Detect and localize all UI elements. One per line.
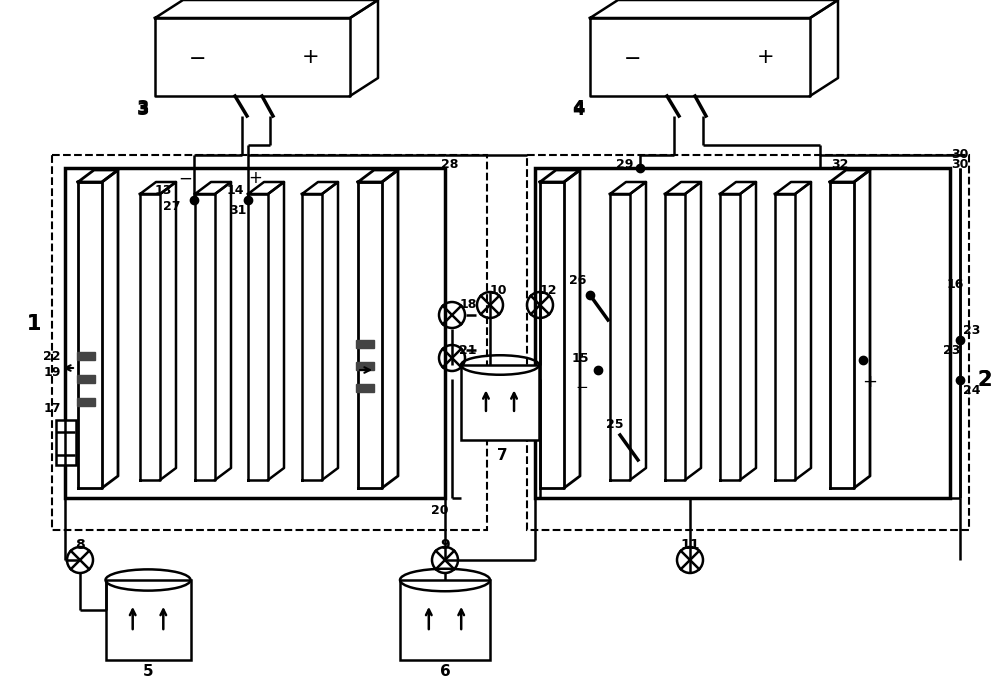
Text: 10: 10: [489, 284, 507, 296]
Bar: [535, 168, 950, 498]
Text: 15: 15: [571, 352, 589, 364]
Text: 8: 8: [75, 538, 85, 552]
Bar: [356, 340, 374, 348]
Text: $-$: $-$: [188, 47, 206, 67]
Text: $-$: $-$: [575, 377, 589, 393]
Text: $-$: $-$: [178, 169, 192, 187]
Text: 16: 16: [946, 278, 964, 291]
Text: 3: 3: [137, 101, 149, 119]
Text: 30: 30: [951, 159, 969, 171]
Bar: [461, 365, 539, 440]
Text: 2: 2: [978, 370, 992, 390]
Text: 12: 12: [539, 284, 557, 296]
Text: 3: 3: [137, 99, 149, 117]
Text: $+$: $+$: [248, 169, 262, 187]
Bar: [56, 420, 76, 465]
Text: 32: 32: [831, 159, 849, 171]
Text: 22: 22: [43, 350, 61, 363]
Bar: [77, 375, 95, 383]
Text: 1: 1: [27, 314, 41, 333]
Text: 17: 17: [43, 401, 61, 415]
Text: 9: 9: [440, 538, 450, 552]
Bar: [106, 580, 190, 660]
Text: 19: 19: [43, 366, 61, 378]
Text: $-$: $-$: [623, 47, 641, 67]
Bar: [52, 155, 487, 530]
Bar: [527, 155, 969, 530]
Text: 1: 1: [27, 314, 41, 333]
Text: 13: 13: [154, 184, 172, 196]
Bar: [356, 384, 374, 392]
Text: 21: 21: [459, 343, 477, 356]
Text: 23: 23: [963, 324, 981, 336]
Bar: [77, 398, 95, 406]
Text: 18: 18: [459, 298, 477, 312]
Bar: [65, 168, 445, 498]
Text: 24: 24: [963, 384, 981, 396]
Text: 2: 2: [978, 370, 992, 390]
Text: 6: 6: [440, 665, 450, 679]
Text: 23: 23: [943, 343, 961, 356]
Text: 31: 31: [229, 203, 247, 217]
Text: 20: 20: [431, 503, 449, 517]
Text: $+$: $+$: [862, 373, 878, 391]
Text: 26: 26: [569, 273, 587, 287]
Bar: [400, 580, 490, 660]
Text: 5: 5: [143, 665, 153, 679]
Text: 29: 29: [616, 159, 634, 171]
Text: 27: 27: [163, 201, 181, 213]
Text: 7: 7: [497, 447, 507, 463]
Bar: [77, 352, 95, 360]
Text: 4: 4: [572, 101, 584, 119]
Text: $+$: $+$: [301, 47, 319, 67]
Text: 4: 4: [572, 99, 584, 117]
Text: 25: 25: [606, 419, 624, 431]
Text: 28: 28: [441, 159, 459, 171]
Text: 11: 11: [680, 538, 700, 552]
Text: 14: 14: [226, 184, 244, 196]
Bar: [356, 362, 374, 370]
Text: 30: 30: [951, 148, 969, 161]
Text: $+$: $+$: [756, 47, 774, 67]
